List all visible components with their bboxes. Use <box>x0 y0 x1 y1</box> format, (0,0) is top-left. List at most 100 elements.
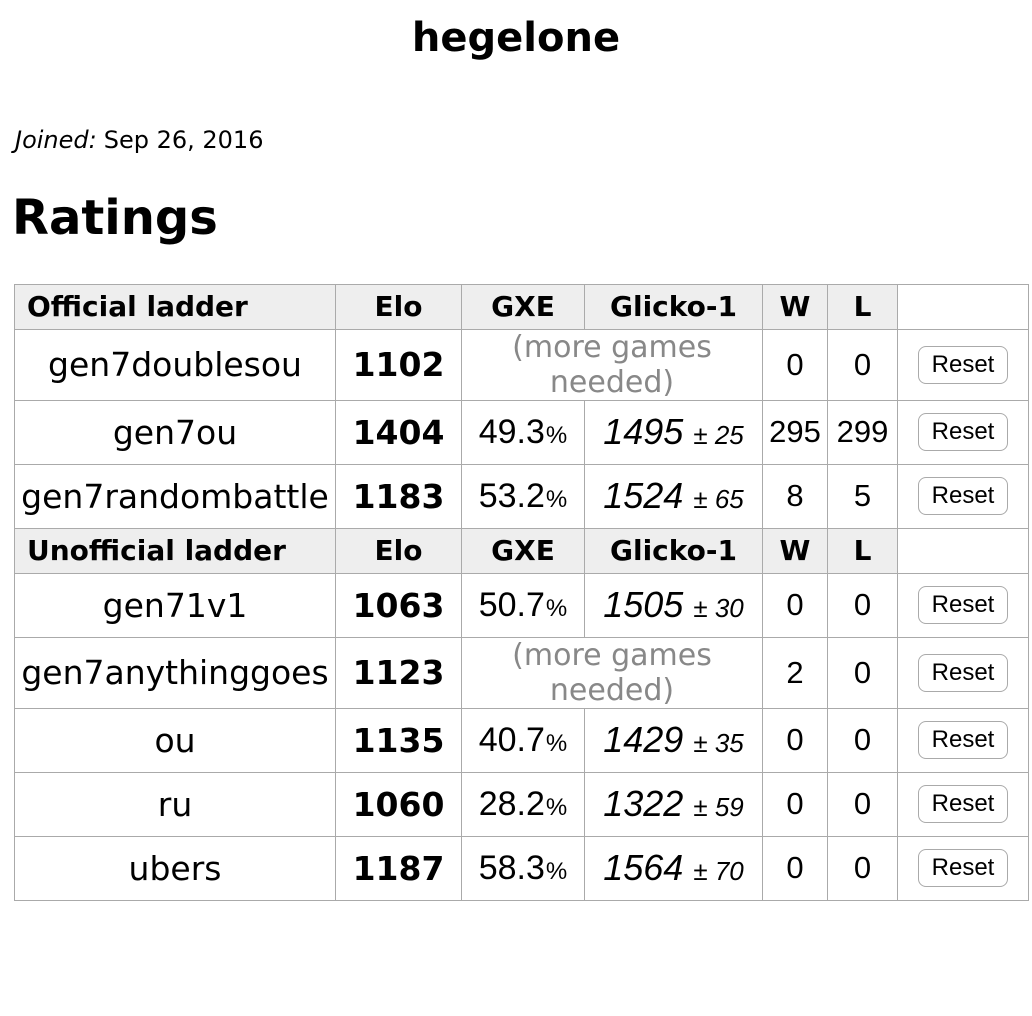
losses-value: 0 <box>827 636 898 709</box>
wins-value: 0 <box>762 835 828 901</box>
wins-value: 0 <box>762 771 828 837</box>
glicko-deviation: ± 59 <box>693 792 744 823</box>
wins-value: 2 <box>762 636 828 709</box>
losses-value: 0 <box>827 835 898 901</box>
wins-value: 8 <box>762 463 828 529</box>
reset-button[interactable]: Reset <box>917 586 1009 625</box>
joined-value: Sep 26, 2016 <box>103 126 264 154</box>
ratings-table: Official ladder Elo GXE Glicko-1 W L gen… <box>14 283 1029 901</box>
percent-sign: % <box>545 421 568 449</box>
joined-line: Joined: Sep 26, 2016 <box>15 124 1032 156</box>
reset-button[interactable]: Reset <box>917 345 1009 384</box>
reset-button[interactable]: Reset <box>917 477 1009 516</box>
gxe-value: 28.2% <box>461 771 585 837</box>
wins-column-header: W <box>762 527 828 574</box>
more-games-needed: (more games needed) <box>461 636 763 709</box>
elo-value: 1063 <box>335 572 462 638</box>
table-row: gen7doublesou 1102 (more games needed) 0… <box>14 328 1029 401</box>
percent-sign: % <box>545 594 568 622</box>
elo-value: 1183 <box>335 463 462 529</box>
reset-button[interactable]: Reset <box>917 653 1009 692</box>
glicko-value: 1429 ± 35 <box>584 707 763 773</box>
losses-value: 5 <box>827 463 898 529</box>
wins-column-header: W <box>762 283 828 330</box>
table-row: gen7ou 1404 49.3% 1495 ± 25 295 299 Reset <box>14 399 1029 465</box>
page-title: hegelone <box>411 15 621 61</box>
losses-value: 0 <box>827 707 898 773</box>
table-row: gen71v1 1063 50.7% 1505 ± 30 0 0 Reset <box>14 572 1029 638</box>
losses-value: 0 <box>827 771 898 837</box>
joined-label: Joined: <box>15 126 97 154</box>
table-header-unofficial: Unofficial ladder Elo GXE Glicko-1 W L <box>14 527 1029 574</box>
glicko-number: 1505 <box>603 584 684 626</box>
reset-button[interactable]: Reset <box>917 849 1009 888</box>
reset-column-header <box>897 283 1029 330</box>
losses-column-header: L <box>827 527 898 574</box>
gxe-column-header: GXE <box>461 283 585 330</box>
format-name: gen7anythinggoes <box>14 636 336 709</box>
wins-value: 0 <box>762 707 828 773</box>
glicko-number: 1564 <box>603 847 684 889</box>
losses-value: 0 <box>827 328 898 401</box>
glicko-number: 1429 <box>603 719 684 761</box>
glicko-value: 1495 ± 25 <box>584 399 763 465</box>
glicko-value: 1564 ± 70 <box>584 835 763 901</box>
reset-button[interactable]: Reset <box>917 413 1009 452</box>
glicko-deviation: ± 35 <box>693 728 744 759</box>
gxe-number: 50.7 <box>478 585 545 624</box>
reset-cell: Reset <box>897 707 1029 773</box>
reset-cell: Reset <box>897 572 1029 638</box>
glicko-deviation: ± 30 <box>693 593 744 624</box>
format-name: ubers <box>14 835 336 901</box>
gxe-value: 50.7% <box>461 572 585 638</box>
gxe-value: 40.7% <box>461 707 585 773</box>
format-name: gen7randombattle <box>14 463 336 529</box>
reset-cell: Reset <box>897 463 1029 529</box>
reset-cell: Reset <box>897 328 1029 401</box>
glicko-deviation: ± 25 <box>693 420 744 451</box>
losses-value: 0 <box>827 572 898 638</box>
glicko-number: 1495 <box>603 411 684 453</box>
reset-button[interactable]: Reset <box>917 721 1009 760</box>
elo-column-header: Elo <box>335 283 462 330</box>
percent-sign: % <box>545 793 568 821</box>
reset-cell: Reset <box>897 835 1029 901</box>
elo-value: 1135 <box>335 707 462 773</box>
percent-sign: % <box>545 857 568 885</box>
table-header-official: Official ladder Elo GXE Glicko-1 W L <box>14 283 1029 330</box>
format-name: ru <box>14 771 336 837</box>
format-name: gen71v1 <box>14 572 336 638</box>
reset-column-header <box>897 527 1029 574</box>
more-games-needed: (more games needed) <box>461 328 763 401</box>
glicko-deviation: ± 65 <box>693 484 744 515</box>
unofficial-ladder-header: Unofficial ladder <box>14 527 336 574</box>
table-row: gen7randombattle 1183 53.2% 1524 ± 65 8 5… <box>14 463 1029 529</box>
elo-value: 1187 <box>335 835 462 901</box>
glicko-column-header: Glicko-1 <box>584 283 763 330</box>
elo-value: 1060 <box>335 771 462 837</box>
wins-value: 295 <box>762 399 828 465</box>
gxe-column-header: GXE <box>461 527 585 574</box>
losses-value: 299 <box>827 399 898 465</box>
table-row: gen7anythinggoes 1123 (more games needed… <box>14 636 1029 709</box>
gxe-number: 49.3 <box>478 412 545 451</box>
official-ladder-header: Official ladder <box>14 283 336 330</box>
percent-sign: % <box>545 485 568 513</box>
gxe-number: 28.2 <box>478 784 545 823</box>
ratings-heading: Ratings <box>12 190 218 247</box>
glicko-number: 1322 <box>603 783 684 825</box>
glicko-value: 1505 ± 30 <box>584 572 763 638</box>
glicko-value: 1322 ± 59 <box>584 771 763 837</box>
glicko-column-header: Glicko-1 <box>584 527 763 574</box>
table-row: ru 1060 28.2% 1322 ± 59 0 0 Reset <box>14 771 1029 837</box>
gxe-number: 53.2 <box>478 476 545 515</box>
wins-value: 0 <box>762 572 828 638</box>
gxe-value: 58.3% <box>461 835 585 901</box>
reset-cell: Reset <box>897 771 1029 837</box>
wins-value: 0 <box>762 328 828 401</box>
glicko-deviation: ± 70 <box>693 856 744 887</box>
elo-value: 1404 <box>335 399 462 465</box>
reset-button[interactable]: Reset <box>917 785 1009 824</box>
reset-cell: Reset <box>897 399 1029 465</box>
elo-column-header: Elo <box>335 527 462 574</box>
